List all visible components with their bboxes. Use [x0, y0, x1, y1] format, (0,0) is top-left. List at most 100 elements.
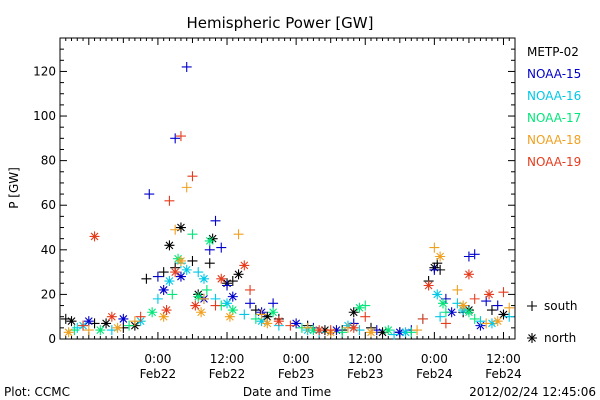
- y-tick-label: 80: [41, 154, 56, 168]
- data-point-south: [204, 244, 215, 255]
- data-points: [60, 61, 515, 340]
- data-point-north: [175, 222, 186, 233]
- data-point-south: [239, 309, 250, 320]
- data-point-north: [268, 307, 279, 318]
- data-point-south: [285, 320, 296, 331]
- data-point-south: [302, 322, 313, 333]
- y-tick-label: 100: [33, 109, 56, 123]
- data-point-south: [187, 255, 198, 266]
- data-point-south: [187, 171, 198, 182]
- legend-entry: NOAA-18: [527, 133, 581, 147]
- data-point-south: [469, 249, 480, 260]
- x-tick-label: 0:00: [144, 352, 171, 366]
- legend: METP-02 NOAA-15 NOAA-16 NOAA-17 NOAA-18 NOAA-…: [527, 45, 581, 169]
- data-point-south: [135, 311, 146, 322]
- x-tick-label: 0:00: [421, 352, 448, 366]
- data-point-north: [319, 325, 330, 336]
- series-noaa-19: [78, 131, 509, 336]
- data-point-north: [383, 325, 394, 336]
- data-point-south: [210, 215, 221, 226]
- data-point-south: [170, 224, 181, 235]
- legend-entry: NOAA-17: [527, 111, 581, 125]
- data-point-north: [348, 307, 359, 318]
- legend-entry: METP-02: [527, 45, 579, 59]
- data-point-south: [440, 318, 451, 329]
- x-tick-label: 12:00: [348, 352, 383, 366]
- data-point-south: [152, 293, 163, 304]
- data-point-north: [331, 325, 342, 336]
- data-point-north: [112, 322, 123, 333]
- data-point-north: [463, 307, 474, 318]
- y-tick-label: 0: [48, 332, 56, 346]
- x-tick-label: 12:00: [486, 352, 521, 366]
- data-point-south: [360, 311, 371, 322]
- data-point-north: [222, 298, 233, 309]
- data-point-south: [504, 302, 515, 313]
- data-point-south: [406, 327, 417, 338]
- y-tick-label: 40: [41, 243, 56, 257]
- data-point-north: [83, 316, 94, 327]
- data-point-north: [308, 325, 319, 336]
- data-point-north: [63, 327, 74, 338]
- data-point-north: [314, 325, 325, 336]
- data-point-south: [481, 318, 492, 329]
- data-point-south: [245, 298, 256, 309]
- x-axis-label: Date and Time: [243, 385, 331, 399]
- data-point-south: [245, 284, 256, 295]
- y-tick-label: 20: [41, 287, 56, 301]
- x-tick-date-label: Feb23: [278, 367, 315, 381]
- data-point-south: [201, 284, 212, 295]
- x-axis: 0:00Feb2212:00Feb220:00Feb2312:00Feb230:…: [59, 38, 522, 381]
- data-point-south: [144, 189, 155, 200]
- data-point-north: [256, 316, 267, 327]
- x-tick-date-label: Feb22: [140, 367, 177, 381]
- plot-frame: [59, 37, 516, 340]
- data-point-north: [227, 305, 238, 316]
- marker-legend-label: north: [544, 331, 576, 345]
- data-point-north: [432, 289, 443, 300]
- data-point-north: [95, 325, 106, 336]
- data-point-south: [389, 329, 400, 340]
- x-tick-label: 12:00: [210, 352, 245, 366]
- data-point-south: [210, 300, 221, 311]
- data-point-south: [469, 313, 480, 324]
- data-point-north: [291, 318, 302, 329]
- data-point-north: [175, 271, 186, 282]
- y-tick-label: 60: [41, 198, 56, 212]
- data-point-north: [164, 276, 175, 287]
- data-point-north: [196, 307, 207, 318]
- data-point-south: [256, 309, 267, 320]
- chart-title: Hemispheric Power [GW]: [187, 14, 374, 32]
- data-point-south: [504, 311, 515, 322]
- data-point-north: [106, 311, 117, 322]
- data-point-south: [124, 320, 135, 331]
- data-point-north: [423, 280, 434, 291]
- data-point-north: [216, 273, 227, 284]
- data-point-south: [486, 305, 497, 316]
- series-noaa-18: [63, 182, 515, 338]
- data-point-south: [152, 271, 163, 282]
- data-point-north: [498, 309, 509, 320]
- data-point-south: [222, 280, 233, 291]
- data-point-south: [337, 327, 348, 338]
- data-point-north: [438, 298, 449, 309]
- series-metp-02: [60, 222, 509, 338]
- data-point-south: [78, 320, 89, 331]
- y-axis: 0 20 40 60 80 100 120: [33, 48, 515, 346]
- plot-timestamp: 2012/02/24 12:45:06: [469, 385, 596, 399]
- data-point-north: [463, 269, 474, 280]
- data-point-south: [83, 325, 94, 336]
- data-point-south: [204, 258, 215, 269]
- x-tick-date-label: Feb22: [209, 367, 246, 381]
- data-point-north: [190, 300, 201, 311]
- data-point-north: [164, 240, 175, 251]
- x-tick-date-label: Feb24: [416, 367, 453, 381]
- data-point-north: [394, 327, 405, 338]
- y-axis-label: P [GW]: [7, 167, 21, 209]
- data-point-south: [440, 307, 451, 318]
- data-point-south: [198, 293, 209, 304]
- data-point-south: [429, 242, 440, 253]
- data-point-north: [66, 316, 77, 327]
- data-point-north: [354, 302, 365, 313]
- data-point-south: [250, 313, 261, 324]
